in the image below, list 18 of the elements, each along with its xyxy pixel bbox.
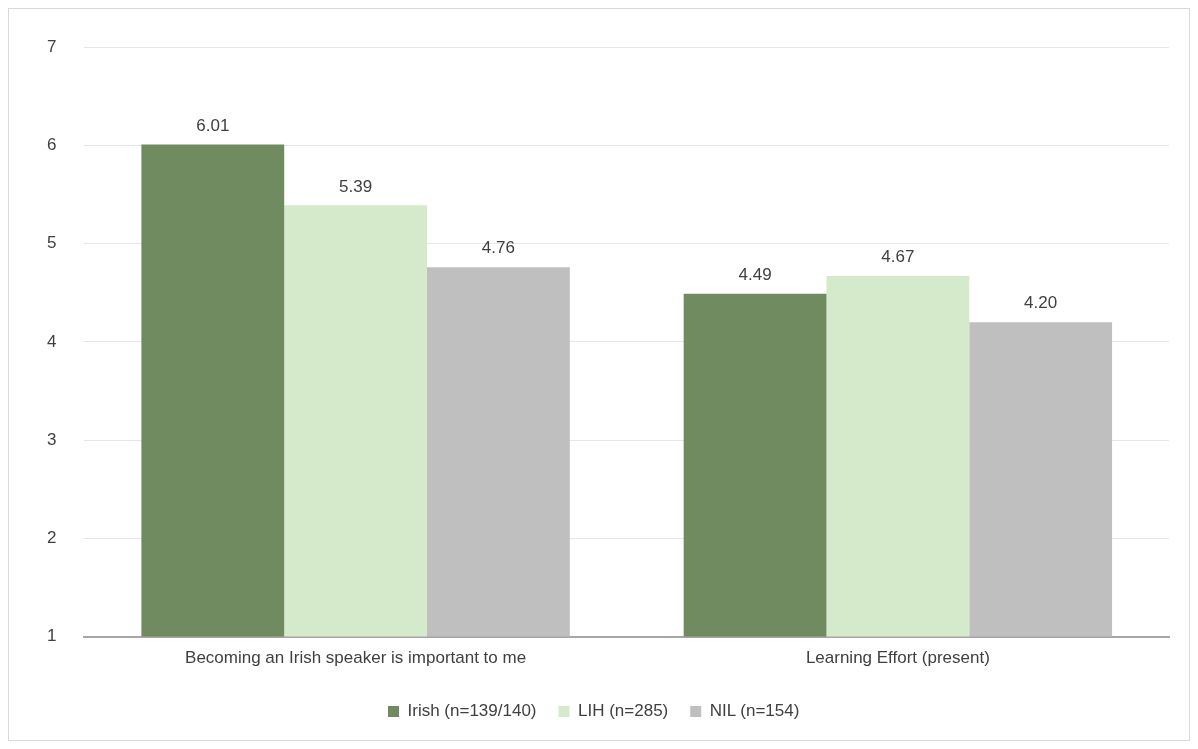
legend-label: NIL (n=154) [709, 701, 800, 721]
data-label: 5.39 [339, 176, 373, 196]
x-tick-label: Learning Effort (present) [805, 648, 990, 668]
data-label: 4.20 [1024, 293, 1058, 313]
y-tick-label: 7 [46, 36, 57, 56]
data-label: 4.49 [738, 264, 772, 284]
y-tick-label: 2 [46, 528, 57, 548]
data-label: 6.01 [196, 115, 230, 135]
legend-label: LIH (n=285) [578, 701, 669, 721]
data-label: 4.76 [481, 238, 515, 258]
y-tick-label: 3 [46, 429, 57, 449]
y-tick-label: 4 [46, 331, 57, 351]
legend-label: Irish (n=139/140) [407, 701, 537, 721]
data-label: 4.67 [881, 247, 915, 267]
x-tick-label: Becoming an Irish speaker is important to me [185, 648, 527, 668]
y-tick-label: 6 [46, 135, 57, 155]
y-tick-label: 5 [46, 233, 57, 253]
y-tick-label: 1 [46, 626, 57, 646]
